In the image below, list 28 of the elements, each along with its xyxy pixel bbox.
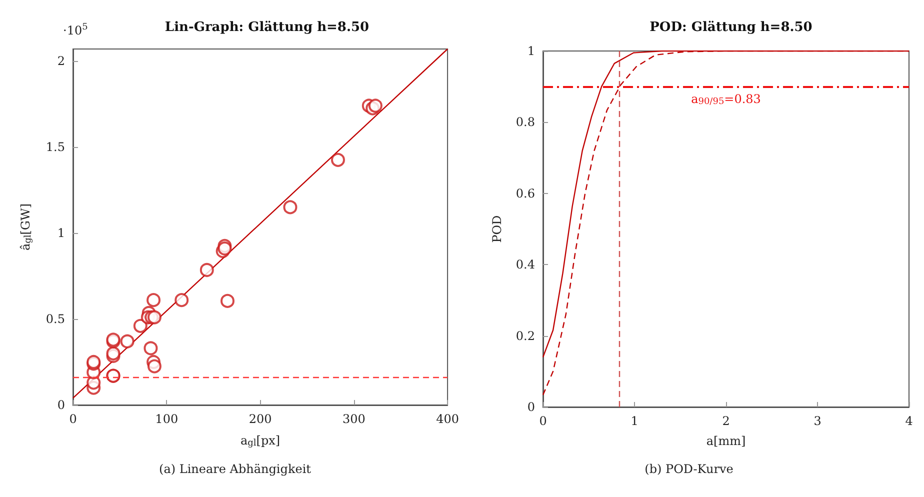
y-tick-label: 0.8 xyxy=(516,115,535,130)
text: (b) POD-Kurve xyxy=(644,462,734,476)
y-axis-title: POD xyxy=(490,215,504,243)
x-tick-label: 300 xyxy=(342,412,366,426)
x-tick-label: 1 xyxy=(630,414,638,428)
x-axis-title: a[mm] xyxy=(706,434,746,448)
y-tick-label: 2 xyxy=(57,54,65,68)
x-tick-label: 200 xyxy=(248,412,272,426)
y-tick-label: 0.5 xyxy=(46,312,65,326)
y-tick-label: 0 xyxy=(527,400,535,414)
x-tick-label: 0 xyxy=(69,412,77,426)
y-tick-label: 1.5 xyxy=(46,140,65,154)
y-axis-title: âgl[GW] xyxy=(18,203,34,251)
y-tick-label: 0.4 xyxy=(516,258,536,272)
y-tick-label: 0.6 xyxy=(516,186,535,200)
y-tick-label: 0 xyxy=(57,398,65,412)
y-tick-label: 0.2 xyxy=(516,328,535,343)
x-tick-label: 4 xyxy=(905,414,914,428)
x-tick-label: 400 xyxy=(436,412,459,426)
y-tick-label: 1 xyxy=(57,226,65,240)
x-tick-label: 3 xyxy=(814,414,822,428)
x-tick-label: 2 xyxy=(722,414,730,428)
x-tick-label: 0 xyxy=(539,414,547,428)
x-tick-label: 100 xyxy=(155,412,178,426)
y-tick-label: 1 xyxy=(527,44,535,58)
chart-title: POD: Glättung h=8.50 xyxy=(650,20,812,35)
chart-title: Lin-Graph: Glättung h=8.50 xyxy=(164,20,370,35)
text: (a) Lineare Abhängigkeit xyxy=(159,462,312,476)
